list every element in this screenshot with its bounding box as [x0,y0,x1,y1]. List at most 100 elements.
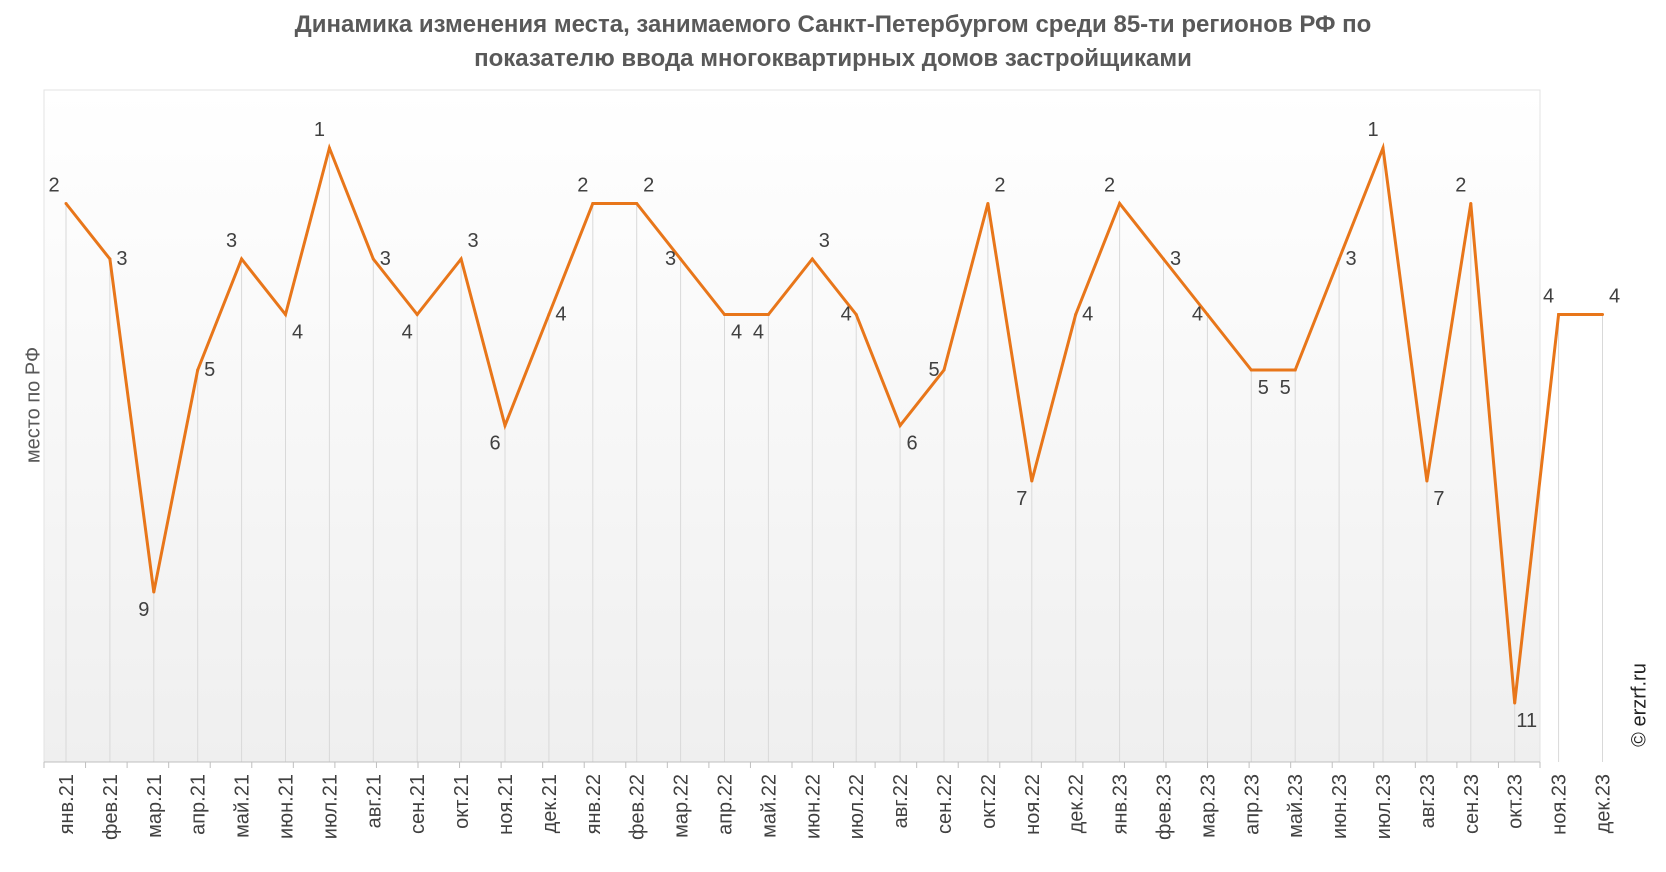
data-label: 3 [665,248,676,270]
data-label: 7 [1433,488,1444,510]
x-tick-label: фев.22 [627,774,649,840]
data-label: 4 [753,322,764,344]
x-tick-label: май.23 [1285,774,1307,838]
x-tick-label: фев.23 [1154,774,1176,840]
data-point [1162,257,1165,261]
x-tick-label: фев.21 [100,774,122,840]
data-label: 4 [731,322,742,344]
data-point [1074,313,1078,316]
data-point [1469,202,1473,205]
data-point [1337,257,1341,261]
data-label: 4 [841,304,852,326]
data-label: 3 [380,248,391,270]
data-point [240,257,244,261]
data-point [1381,146,1385,150]
chart-title-line-2: показателю ввода многоквартирных домов з… [474,45,1192,72]
x-tick-label: июн.21 [276,774,298,839]
x-tick-label: сен.21 [407,774,429,834]
data-label: 5 [204,359,215,381]
x-tick-label: ноя.22 [1022,774,1044,835]
copyright-text: © erzrf.ru [1628,663,1651,747]
x-tick-label: ноя.23 [1549,774,1571,835]
data-point [547,313,551,316]
x-tick-label: сен.23 [1461,774,1483,834]
data-label: 5 [1258,377,1269,399]
x-tick-label: май.22 [758,774,780,838]
x-tick-label: дек.23 [1593,774,1615,833]
data-label: 6 [907,433,918,455]
x-tick-label: дек.22 [1066,774,1088,833]
data-point [854,313,858,316]
data-point [1425,479,1429,483]
data-label: 5 [928,359,939,381]
x-tick-label: мар.21 [144,774,166,838]
data-point [591,202,595,205]
data-point [503,424,507,427]
data-point [1293,368,1297,372]
data-point [459,257,463,261]
data-point [371,257,375,261]
x-tick-label: апр.21 [188,774,210,835]
data-point [108,257,112,261]
data-label: 3 [1170,248,1181,270]
data-label: 2 [48,175,59,197]
data-label: 4 [1609,286,1620,308]
data-point [1513,701,1517,705]
series-line [64,142,1603,704]
y-axis-label: место по РФ [22,346,45,464]
chart-title: Динамика изменения места, занимаемого Са… [0,8,1666,76]
data-point [1601,313,1604,316]
data-point [810,257,814,261]
plot-area [43,89,1541,763]
data-point [64,202,68,205]
x-tick-label: июн.23 [1329,774,1351,839]
data-label: 3 [468,230,479,252]
data-label: 2 [1455,175,1466,197]
x-tick-label: окт.23 [1505,774,1527,829]
data-point [1249,368,1253,372]
data-point [1205,313,1209,316]
data-point [898,424,902,427]
x-tick-label: апр.22 [715,774,737,835]
data-point [415,313,419,316]
x-tick-label: ноя.21 [495,774,517,835]
data-point [766,313,770,316]
x-tick-label: сен.22 [934,774,956,834]
data-label: 2 [577,175,588,197]
data-point [327,146,331,150]
data-label: 6 [489,433,500,455]
x-tick-label: янв.23 [1110,774,1132,834]
x-tick-label: янв.21 [56,774,78,834]
x-tick-label: авг.21 [363,774,385,828]
data-label: 3 [819,230,830,252]
x-tick-label: авг.22 [890,774,912,828]
x-tick-label: дек.21 [539,774,561,833]
data-label: 1 [1367,119,1378,141]
x-tick-label: июл.22 [846,774,868,839]
x-tick-label: мар.22 [671,774,693,838]
x-tick-label: июн.22 [802,774,824,839]
data-point [1118,202,1122,205]
data-label: 7 [1016,488,1027,510]
data-point [942,368,946,372]
data-label: 2 [994,175,1005,197]
data-label: 3 [226,230,237,252]
data-label: 5 [1280,377,1291,399]
data-point [679,257,683,261]
data-point [635,202,639,205]
data-point [1557,313,1561,316]
data-label: 4 [555,304,566,326]
x-tick-label: июл.21 [319,774,341,839]
data-point [196,368,200,372]
data-label: 2 [643,175,654,197]
data-label: 9 [138,599,149,621]
data-point [723,313,726,316]
x-tick-label: авг.23 [1417,774,1439,828]
data-label: 1 [314,119,325,141]
chart-title-line-1: Динамика изменения места, занимаемого Са… [294,11,1372,38]
data-label: 4 [402,322,413,344]
data-label: 4 [1192,304,1203,326]
x-tick-label: янв.22 [583,774,605,834]
data-label: 4 [1082,304,1093,326]
